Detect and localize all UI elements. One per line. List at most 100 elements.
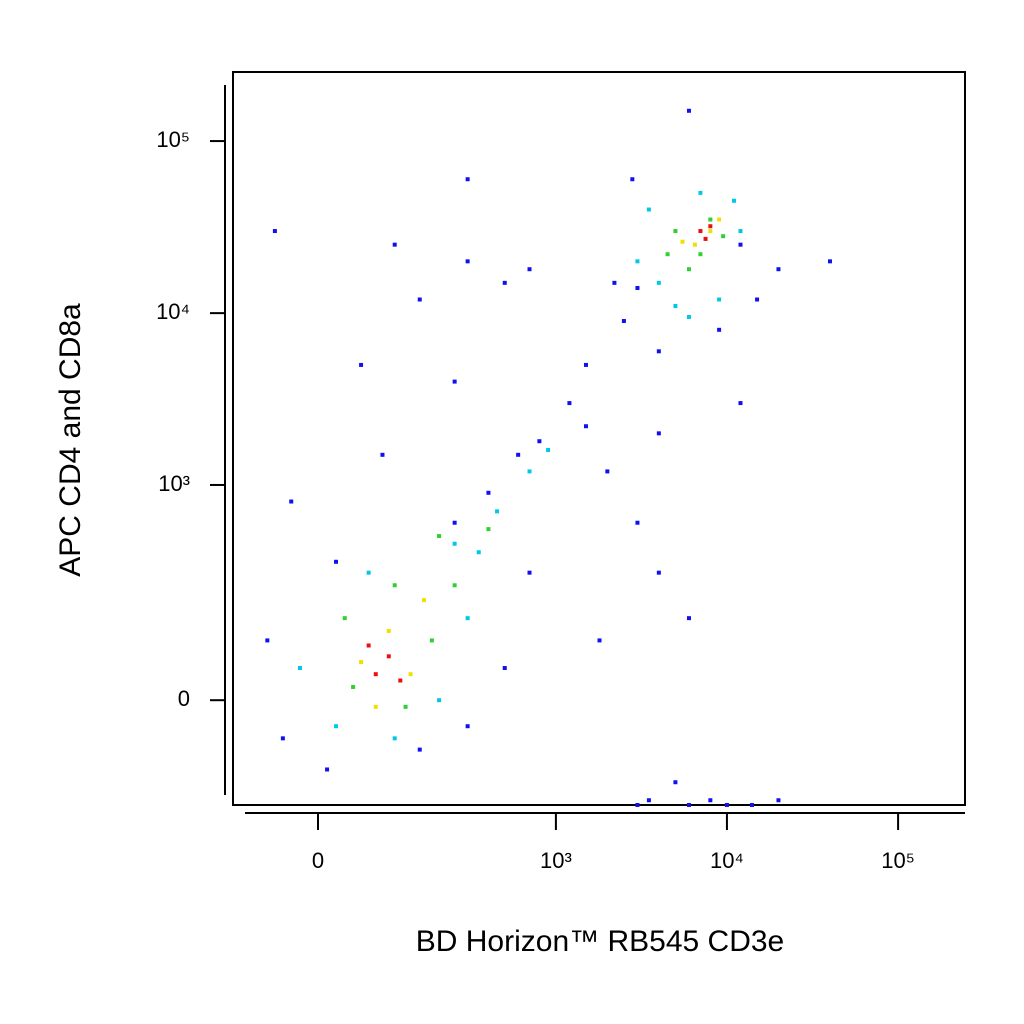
event-dot bbox=[359, 660, 364, 665]
event-dot bbox=[673, 304, 678, 309]
event-dot bbox=[605, 469, 610, 474]
event-dot bbox=[583, 424, 588, 429]
event-dot bbox=[495, 509, 500, 514]
event-dot bbox=[635, 803, 640, 807]
event-dot bbox=[516, 452, 521, 457]
event-dot bbox=[392, 583, 397, 588]
event-dot bbox=[429, 638, 434, 643]
event-dot bbox=[452, 583, 457, 588]
event-dot bbox=[698, 229, 703, 234]
event-dot bbox=[325, 767, 330, 772]
event-dot bbox=[392, 736, 397, 741]
event-dot bbox=[289, 499, 294, 504]
event-dot bbox=[583, 362, 588, 367]
y-axis-title: APC CD4 and CD8a bbox=[54, 303, 87, 577]
event-dot bbox=[680, 239, 685, 244]
event-dot bbox=[359, 362, 364, 367]
event-dot bbox=[656, 431, 661, 436]
event-dot bbox=[698, 190, 703, 195]
event-dot bbox=[380, 452, 385, 457]
event-dot bbox=[646, 207, 651, 212]
event-dot bbox=[280, 736, 285, 741]
event-dot bbox=[366, 570, 371, 575]
event-dot bbox=[738, 401, 743, 406]
event-dot bbox=[465, 616, 470, 621]
event-dot bbox=[708, 217, 713, 222]
event-dot bbox=[635, 285, 640, 290]
event-dot bbox=[476, 550, 481, 555]
event-dot bbox=[465, 259, 470, 264]
event-dot bbox=[686, 616, 691, 621]
event-dot bbox=[686, 803, 691, 807]
event-dot bbox=[486, 527, 491, 532]
event-dot bbox=[686, 267, 691, 272]
x-tick-label: 0 bbox=[312, 848, 324, 873]
event-dot bbox=[717, 327, 722, 332]
event-dot bbox=[665, 252, 670, 257]
event-dot bbox=[692, 242, 697, 247]
event-dot bbox=[527, 469, 532, 474]
event-dot bbox=[398, 678, 403, 683]
y-tick-label: 10⁴ bbox=[156, 299, 190, 324]
x-axis-title: BD Horizon™ RB545 CD3e bbox=[416, 925, 784, 958]
event-dot bbox=[373, 672, 378, 677]
event-dot bbox=[776, 267, 781, 272]
y-tick-label: 0 bbox=[178, 686, 190, 711]
event-dot bbox=[392, 242, 397, 247]
event-dot bbox=[646, 798, 651, 803]
event-dot bbox=[272, 229, 277, 234]
event-dot bbox=[827, 259, 832, 264]
event-dot bbox=[386, 628, 391, 633]
event-dot bbox=[297, 666, 302, 671]
event-dot bbox=[265, 638, 270, 643]
event-dot bbox=[465, 724, 470, 729]
event-dot bbox=[351, 684, 356, 689]
event-dot bbox=[537, 439, 542, 444]
event-dot bbox=[452, 520, 457, 525]
event-dot bbox=[673, 780, 678, 785]
event-dot bbox=[366, 643, 371, 648]
event-dot bbox=[452, 541, 457, 546]
event-dot bbox=[721, 234, 726, 239]
event-dot bbox=[686, 108, 691, 113]
event-dot bbox=[452, 379, 457, 384]
event-dot bbox=[738, 229, 743, 234]
event-dot bbox=[724, 803, 729, 807]
event-dot bbox=[408, 672, 413, 677]
event-dot bbox=[703, 236, 708, 241]
event-dot bbox=[635, 259, 640, 264]
y-tick-label: 10⁵ bbox=[156, 127, 190, 152]
plot-frame bbox=[232, 71, 966, 806]
event-dot bbox=[334, 724, 339, 729]
x-tick-label: 10⁴ bbox=[710, 848, 744, 873]
event-dot bbox=[527, 267, 532, 272]
event-dot bbox=[738, 242, 743, 247]
event-dot bbox=[686, 314, 691, 319]
x-tick-label: 10⁵ bbox=[881, 848, 915, 873]
event-dot bbox=[708, 229, 713, 234]
event-dot bbox=[776, 798, 781, 803]
event-dot bbox=[502, 280, 507, 285]
event-dot bbox=[334, 559, 339, 564]
event-dot bbox=[656, 349, 661, 354]
event-dot bbox=[621, 319, 626, 324]
event-dot bbox=[717, 297, 722, 302]
event-dot bbox=[635, 520, 640, 525]
event-dot bbox=[717, 217, 722, 222]
event-dot bbox=[567, 401, 572, 406]
event-dot bbox=[630, 177, 635, 182]
event-dot bbox=[437, 534, 442, 539]
event-dot bbox=[698, 252, 703, 257]
event-dot bbox=[597, 638, 602, 643]
event-dot bbox=[612, 280, 617, 285]
event-dot bbox=[342, 616, 347, 621]
event-dot bbox=[708, 798, 713, 803]
event-dot bbox=[417, 747, 422, 752]
event-dot bbox=[673, 229, 678, 234]
event-dot bbox=[656, 570, 661, 575]
event-dot bbox=[755, 297, 760, 302]
event-dot bbox=[421, 598, 426, 603]
event-dot bbox=[465, 177, 470, 182]
x-tick-label: 10³ bbox=[540, 848, 572, 873]
